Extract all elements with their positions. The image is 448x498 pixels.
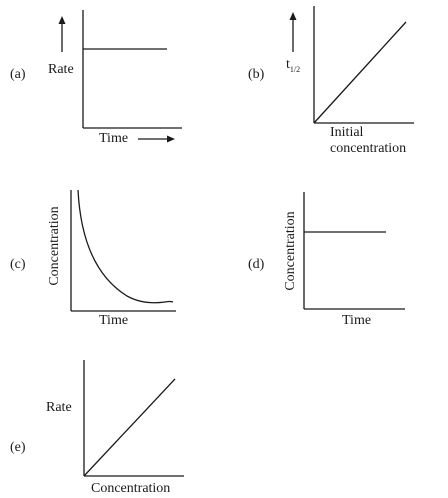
panel-e-tag: (e) [10,440,26,455]
panel-c-x-label: Time [99,313,128,328]
panel-d-x-label: Time [342,313,371,328]
panel-b-x-label-line1: Initial [330,125,364,140]
panel-b-curve [313,21,407,124]
panel-a: (a) Rate Time [10,10,182,146]
panel-b-y-arrowhead [289,12,297,20]
panel-c-curve [77,189,174,304]
panel-b-tag: (b) [248,67,265,82]
panel-a-x-arrowhead [167,135,175,143]
panel-e: (e) Rate Concentration [10,360,184,496]
panel-a-y-arrowhead [58,16,66,24]
panel-e-curve [83,378,176,477]
panel-b: (b) t1/2 Initial concentration [248,6,414,156]
panel-d-y-label: Concentration [283,211,298,290]
panel-d: (d) Concentration Time [248,192,405,328]
panel-a-tag: (a) [10,67,26,82]
panel-b-y-label: t1/2 [286,57,300,74]
panel-c-tag: (c) [10,257,26,272]
panel-a-y-label: Rate [48,62,74,77]
panel-c-y-label: Concentration [47,206,62,285]
panel-e-y-label: Rate [46,400,72,415]
panel-e-x-label: Concentration [91,481,170,496]
panel-b-x-label-line2: concentration [330,141,406,156]
panel-a-x-label: Time [99,131,128,146]
panel-c: (c) Concentration Time [10,189,176,328]
panel-d-tag: (d) [248,257,265,272]
